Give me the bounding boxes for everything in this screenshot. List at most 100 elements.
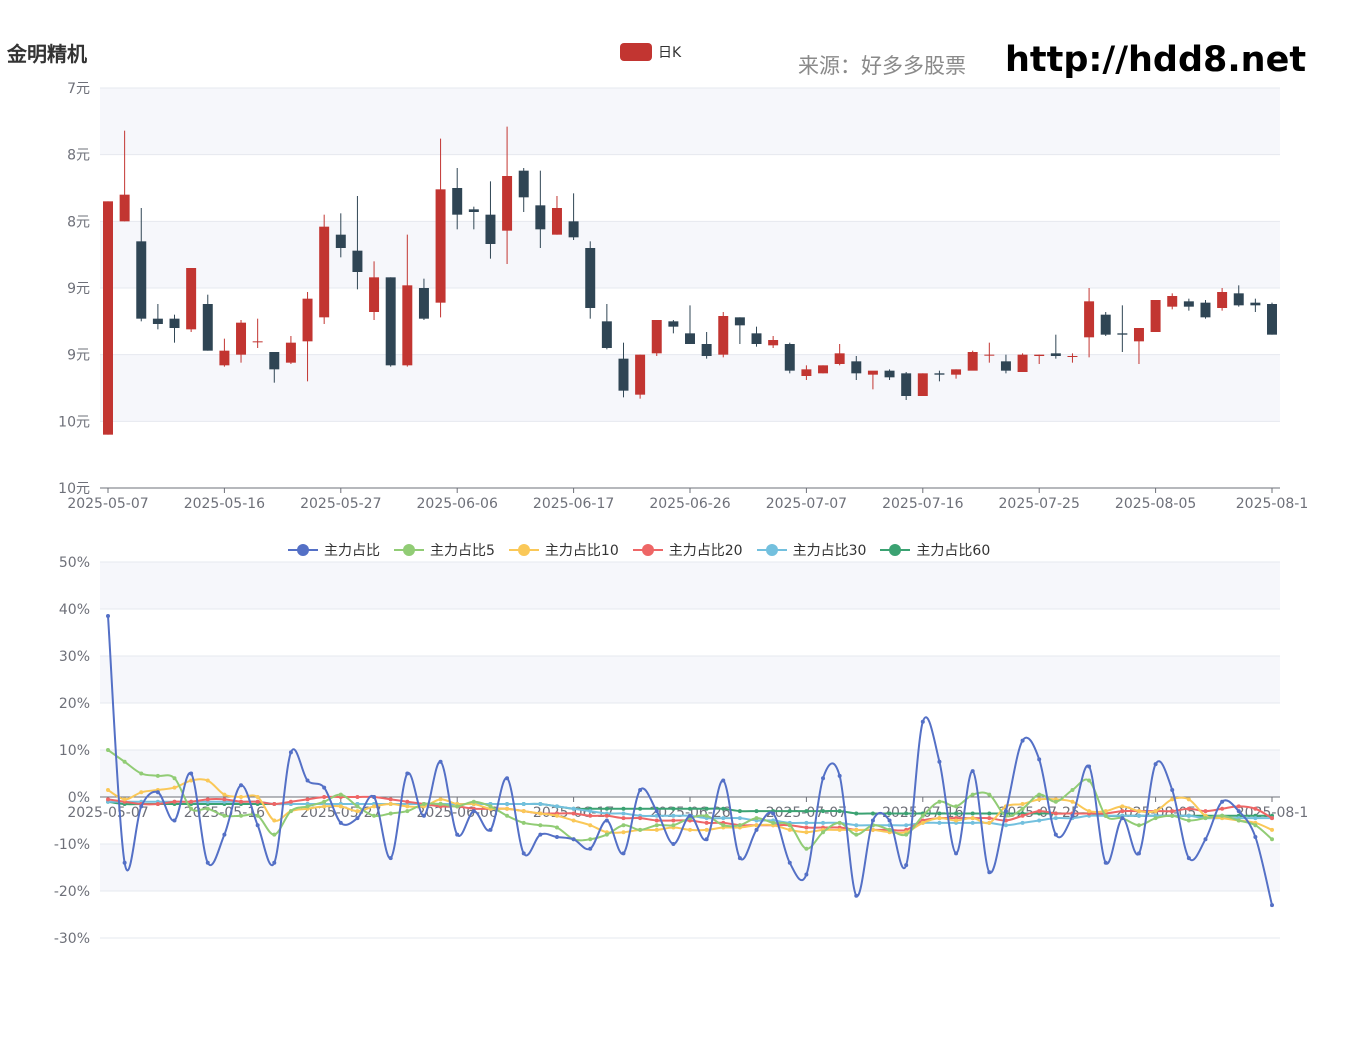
series-point — [821, 830, 826, 835]
series-point — [1136, 813, 1141, 818]
series-point — [505, 813, 510, 818]
candle-body — [635, 354, 646, 395]
series-point — [771, 820, 776, 825]
legend-item[interactable]: 主力占比20 — [632, 540, 743, 560]
series-point — [538, 811, 543, 816]
series-point — [1186, 813, 1191, 818]
candle-body — [219, 350, 230, 366]
ratio-legend[interactable]: 主力占比 主力占比5 主力占比10 主力占比20 主力占比30 主力占比60 — [288, 540, 990, 560]
kline-y-tick-label: 9元 — [67, 348, 90, 364]
series-point — [1153, 816, 1158, 821]
series-point — [322, 804, 327, 809]
candle — [1267, 302, 1277, 335]
series-point — [954, 804, 959, 809]
legend-dot — [517, 544, 530, 556]
series-point — [488, 804, 493, 809]
kline-x-tick-label: 2025-05-16 — [184, 496, 265, 512]
candle-body — [352, 250, 363, 272]
ratio-band — [100, 656, 1280, 703]
series-point — [837, 773, 842, 778]
kline-x-tick-label: 2025-06-06 — [417, 496, 498, 512]
series-point — [322, 785, 327, 790]
series-point — [438, 797, 443, 802]
series-point — [106, 614, 110, 619]
candle-body — [718, 316, 729, 355]
legend-item[interactable]: 主力占比30 — [756, 540, 866, 560]
series-point — [1270, 903, 1274, 908]
series-point — [1253, 834, 1258, 839]
series-point — [1020, 820, 1025, 825]
legend-item[interactable]: 主力占比10 — [508, 540, 619, 560]
series-point — [588, 809, 593, 814]
candle-body — [967, 352, 978, 371]
candle-body — [285, 342, 296, 363]
kline-y-tick-label: 8元 — [67, 214, 90, 230]
kline-x-tick-label: 2025-05-07 — [67, 496, 148, 512]
series-point — [754, 816, 759, 821]
candle-body — [568, 221, 579, 238]
candle — [1050, 334, 1061, 359]
series-point — [1170, 813, 1175, 818]
series-point — [1220, 799, 1225, 804]
series-point — [106, 797, 110, 802]
series-point — [1220, 813, 1225, 818]
series-point — [987, 820, 992, 825]
candle — [901, 372, 912, 400]
series-point — [904, 832, 909, 837]
series-point — [970, 792, 975, 797]
series-point — [521, 802, 526, 807]
legend-label: 主力占比5 — [430, 543, 495, 559]
series-point — [1136, 851, 1141, 856]
legend-item[interactable]: 主力占比60 — [880, 540, 990, 560]
candle — [818, 365, 829, 374]
series-point — [621, 816, 626, 821]
series-point — [970, 820, 975, 825]
candle-body — [319, 226, 330, 318]
series-point — [288, 799, 293, 804]
kline-y-tick-label: 8元 — [67, 148, 90, 164]
series-point — [588, 813, 593, 818]
candle-body — [202, 304, 213, 351]
series-0 — [106, 614, 1274, 908]
series-point — [388, 797, 393, 802]
candle-body — [1017, 354, 1028, 372]
series-point — [654, 818, 659, 823]
ratio-y-tick-label: -20% — [54, 884, 90, 900]
series-point — [1236, 818, 1241, 823]
candle-body — [651, 320, 662, 354]
ratio-y-tick-label: 40% — [59, 602, 90, 618]
legend-item[interactable]: 主力占比5 — [394, 540, 495, 560]
series-point — [1186, 856, 1191, 861]
series-point — [870, 818, 875, 823]
series-point — [471, 799, 476, 804]
candle-body — [901, 373, 912, 396]
candle-body — [834, 353, 845, 364]
series-point — [106, 748, 110, 752]
series-point — [688, 827, 692, 832]
legend-label: 主力占比10 — [544, 543, 619, 559]
legend-line-icon — [288, 544, 318, 556]
series-point — [1253, 816, 1258, 821]
series-point — [737, 809, 742, 814]
series-point — [904, 863, 909, 868]
series-point — [554, 825, 559, 830]
site-url[interactable]: http://hdd8.net — [1005, 40, 1307, 80]
series-point — [455, 804, 460, 809]
candle — [252, 318, 263, 348]
candle — [1117, 305, 1128, 352]
series-point — [1186, 806, 1191, 811]
series-point — [189, 799, 194, 804]
series-point — [904, 811, 909, 816]
kline-legend[interactable]: 日K — [620, 42, 681, 62]
series-point — [987, 816, 992, 821]
candle-body — [784, 344, 795, 371]
candle-body — [1050, 353, 1061, 356]
ratio-y-tick-label: 0% — [68, 790, 90, 806]
candle-body — [518, 170, 529, 198]
candle — [834, 344, 845, 366]
legend-item[interactable]: 主力占比 — [288, 540, 380, 560]
candle-body — [1217, 292, 1228, 308]
candle — [1084, 288, 1095, 358]
series-point — [305, 797, 310, 802]
series-point — [1203, 816, 1208, 821]
